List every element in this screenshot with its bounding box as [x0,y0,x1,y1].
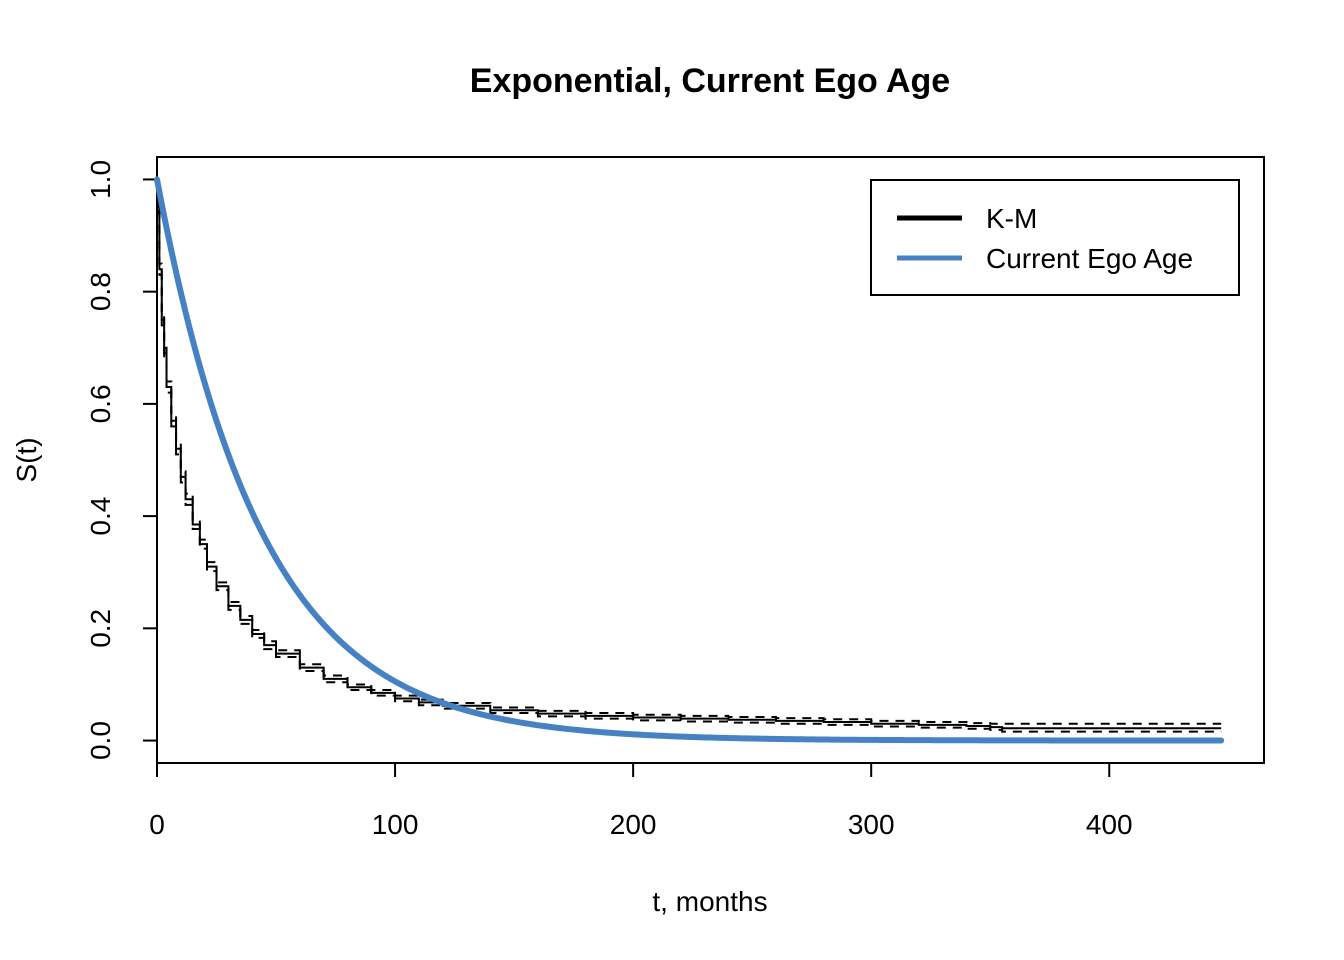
x-tick-label: 200 [610,809,657,840]
legend: K-M Current Ego Age [870,179,1240,296]
legend-box [870,179,1240,296]
x-axis: 0 100 200 300 400 [149,762,1133,840]
y-tick-label: 1.0 [85,160,116,199]
series-k-m-95-ci-lower [157,178,1222,733]
y-tick-label: 0.8 [85,272,116,311]
x-tick-label: 400 [1086,809,1133,840]
series-current-ego-age [154,176,1225,744]
y-tick-label: 0.0 [85,721,116,760]
legend-label-current-ego-age: Current Ego Age [986,243,1193,274]
series-layer [154,176,1225,744]
x-tick-label: 100 [372,809,419,840]
chart-title: Exponential, Current Ego Age [470,62,950,100]
y-tick-label: 0.4 [85,497,116,536]
x-tick-label: 0 [149,809,165,840]
legend-label-km: K-M [986,203,1037,234]
y-tick-label: 0.2 [85,609,116,648]
y-tick-label: 0.6 [85,384,116,423]
x-axis-label: t, months [652,886,767,917]
y-axis: 0.0 0.2 0.4 0.6 0.8 1.0 [85,160,158,760]
x-tick-label: 300 [848,809,895,840]
y-axis-label: S(t) [11,437,42,482]
